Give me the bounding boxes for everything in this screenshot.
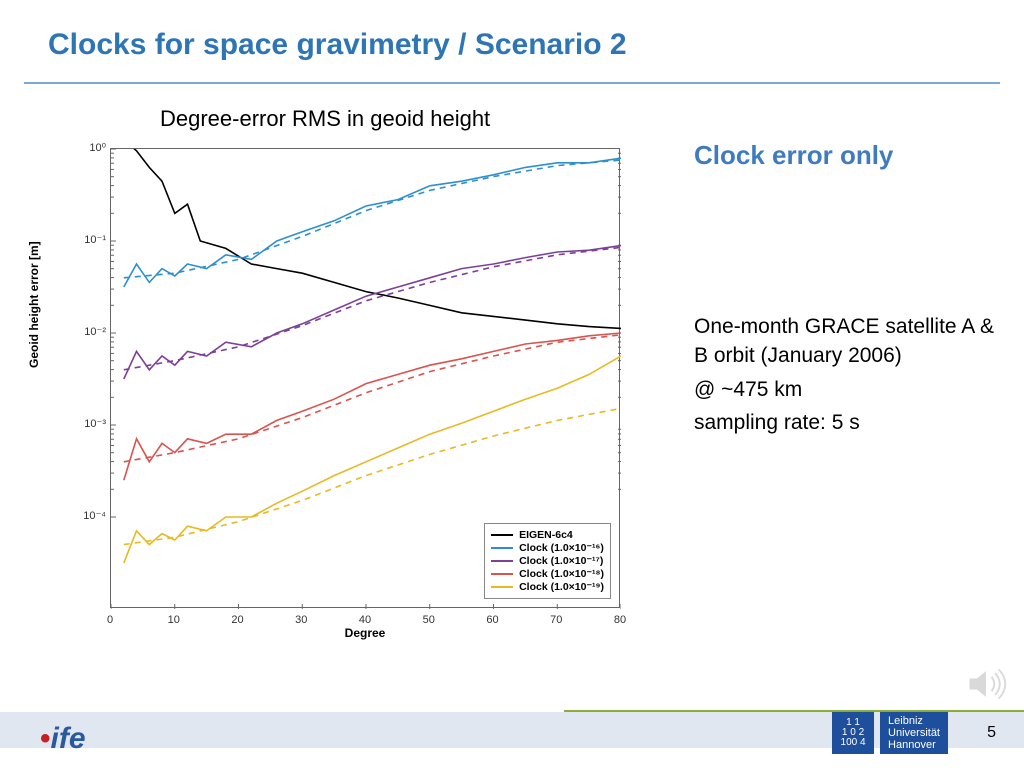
plot-area: EIGEN-6c4Clock (1.0×10⁻¹⁶)Clock (1.0×10⁻… (110, 148, 620, 608)
sidebar-line: @ ~475 km (694, 375, 994, 404)
chart-container: Geoid height error [m] EIGEN-6c4Clock (1… (40, 138, 640, 658)
sidebar-line: sampling rate: 5 s (694, 408, 994, 437)
logo-leibniz: 1 1 1 0 2 100 4 Leibniz Universität Hann… (832, 712, 948, 754)
y-axis-label: Geoid height error [m] (27, 241, 41, 368)
title-divider (24, 82, 1000, 84)
slide-title: Clocks for space gravimetry / Scenario 2 (48, 28, 627, 62)
legend-item: Clock (1.0×10⁻¹⁶) (491, 542, 604, 554)
sidebar-line: One-month GRACE satellite A & B orbit (J… (694, 312, 994, 371)
legend-item: Clock (1.0×10⁻¹⁸) (491, 568, 604, 580)
legend-item: EIGEN-6c4 (491, 529, 604, 541)
chart-title: Degree-error RMS in geoid height (160, 106, 490, 132)
sidebar-heading: Clock error only (694, 140, 893, 171)
page-number: 5 (987, 724, 996, 742)
logo-square: 1 1 1 0 2 100 4 (832, 712, 874, 754)
sidebar-text: One-month GRACE satellite A & B orbit (J… (694, 312, 994, 442)
legend-item: Clock (1.0×10⁻¹⁷) (491, 555, 604, 567)
logo-text: Leibniz Universität Hannover (880, 712, 948, 754)
logo-ife: •ife (40, 722, 86, 756)
legend-item: Clock (1.0×10⁻¹⁹) (491, 581, 604, 593)
chart-legend: EIGEN-6c4Clock (1.0×10⁻¹⁶)Clock (1.0×10⁻… (484, 523, 611, 599)
x-axis-label: Degree (110, 626, 620, 662)
speaker-icon (964, 662, 1008, 706)
